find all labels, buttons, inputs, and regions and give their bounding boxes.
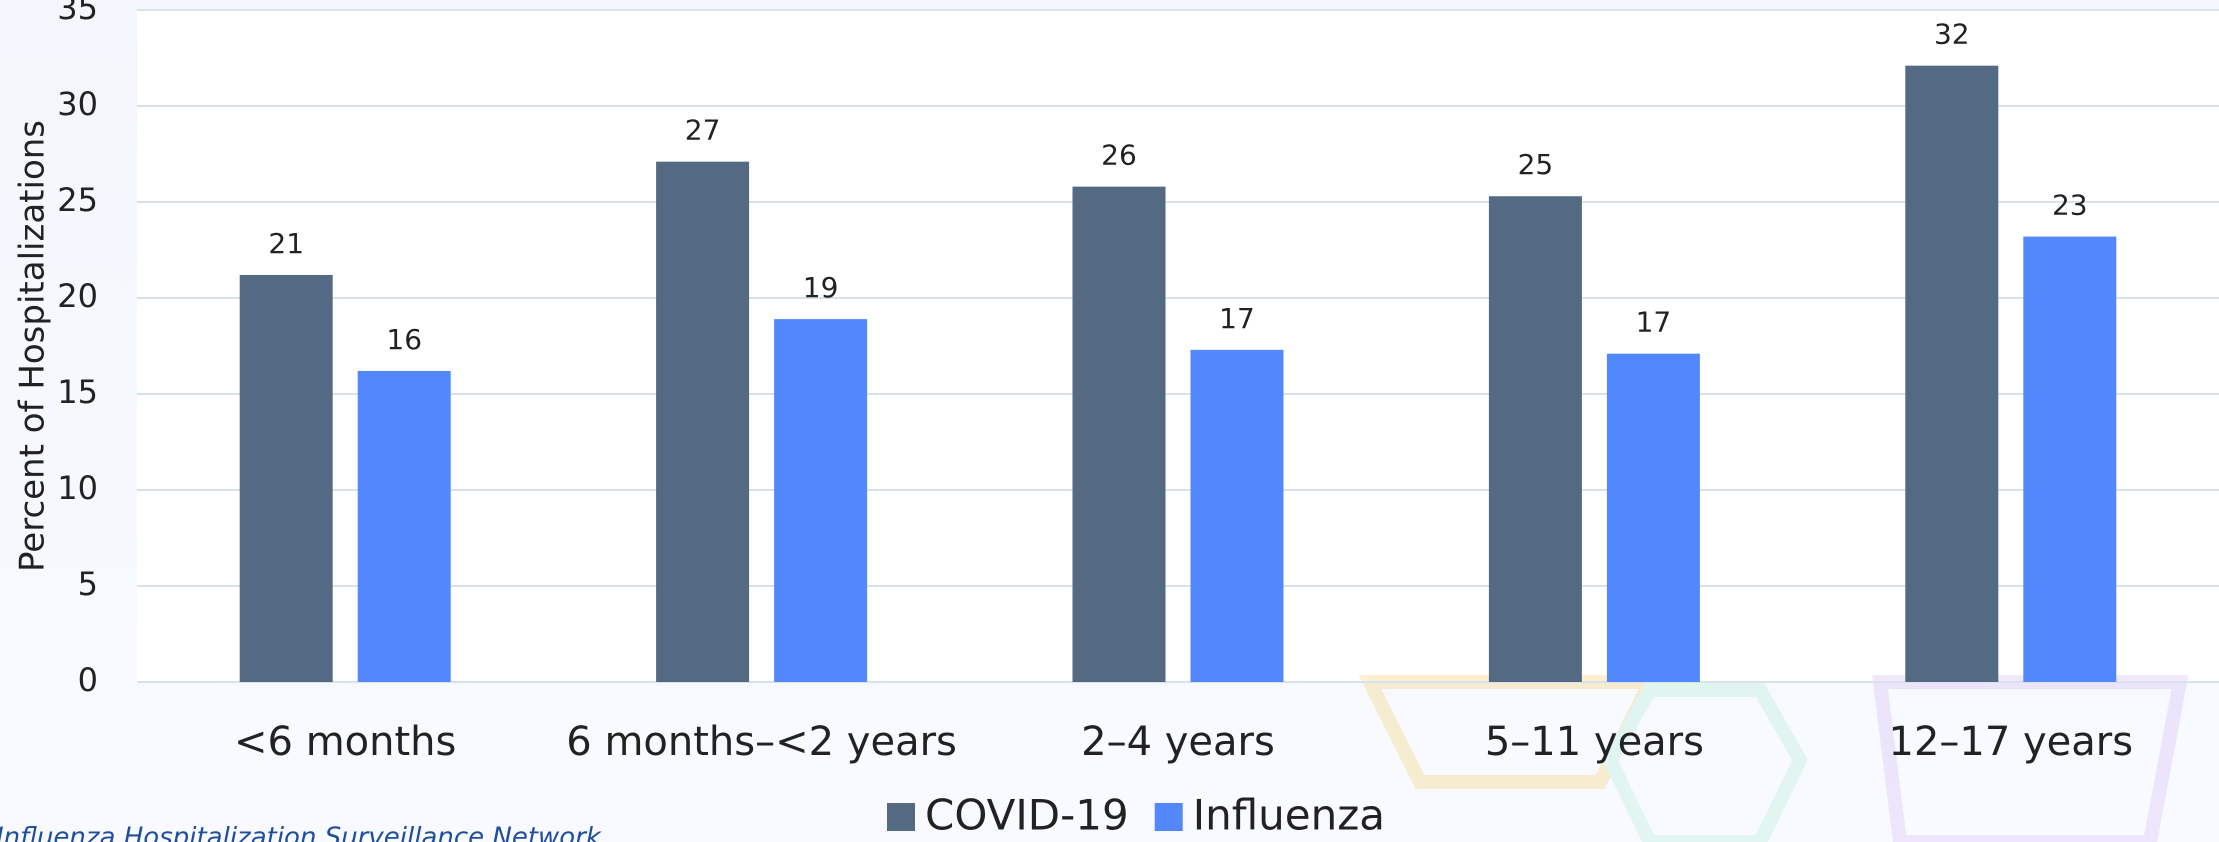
hexagon <box>1602 683 1808 842</box>
value-label: 19 <box>803 271 839 304</box>
x-tick-label: 12–17 years <box>1889 719 2134 765</box>
x-tick-label: 2–4 years <box>1081 719 1275 765</box>
value-label: 16 <box>386 323 422 356</box>
source: Influenza Hospitalization Surveillance N… <box>0 823 602 842</box>
y-tick-label: 0 <box>78 661 98 699</box>
legend-label: COVID-19 <box>925 791 1129 840</box>
value-label: 17 <box>1219 302 1255 335</box>
y-tick-label: 25 <box>57 181 98 219</box>
legend-label: Influenza <box>1193 791 1385 840</box>
y-tick-label: 10 <box>57 469 98 507</box>
y-tick-label: 20 <box>57 277 98 315</box>
y-tick-label: 35 <box>57 0 98 27</box>
value-label: 32 <box>1934 18 1970 51</box>
value-label: 23 <box>2052 189 2088 222</box>
plot-area <box>137 10 2219 682</box>
legend-swatch <box>1154 803 1183 831</box>
value-label: 27 <box>685 114 721 147</box>
value-label: 17 <box>1636 306 1672 339</box>
bar <box>774 319 868 682</box>
x-tick-label: 5–11 years <box>1485 719 1704 765</box>
bar <box>239 274 333 682</box>
y-axis-label: Percent of Hospitalizations <box>13 120 53 572</box>
x-tick-label: 6 months–<2 years <box>566 719 957 765</box>
bar <box>1488 196 1582 683</box>
y-tick-label: 30 <box>57 85 98 123</box>
bar <box>357 370 451 682</box>
y-tick-label: 5 <box>78 565 98 603</box>
value-label: 26 <box>1101 139 1137 172</box>
y-tick-label: 15 <box>57 373 98 411</box>
bar <box>1190 349 1284 682</box>
value-label: 21 <box>268 227 304 260</box>
bar <box>1905 65 1999 683</box>
bar <box>1072 186 1166 682</box>
legend-swatch <box>887 803 915 831</box>
value-label: 25 <box>1518 148 1554 181</box>
x-tick-label: <6 months <box>234 719 456 765</box>
bar <box>656 161 750 682</box>
bar <box>1606 353 1700 682</box>
bar <box>2023 236 2117 682</box>
